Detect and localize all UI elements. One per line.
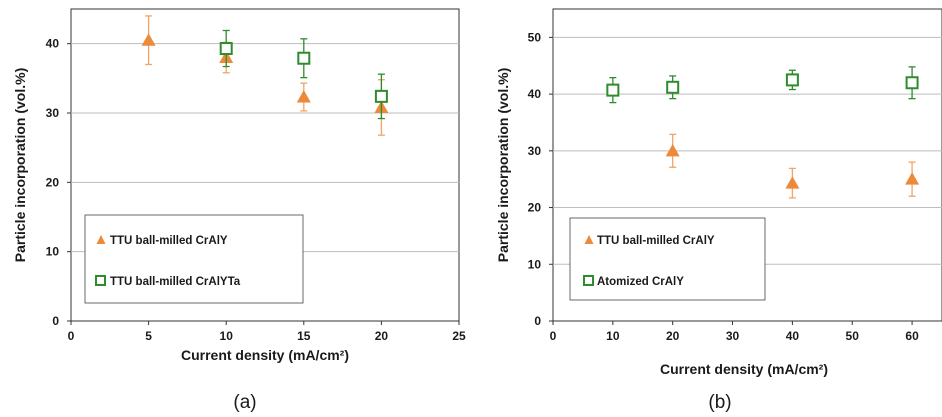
x-tick-label: 60 <box>905 329 919 343</box>
x-axis-title-a: Current density (mA/cm²) <box>181 347 349 363</box>
x-tick-label: 30 <box>726 329 740 343</box>
series-layer-b <box>606 66 920 199</box>
x-tick-label: 25 <box>452 329 466 343</box>
x-tick-label: 20 <box>666 329 680 343</box>
data-point-square <box>666 80 680 94</box>
x-axis-title-b: Current density (mA/cm²) <box>660 361 828 377</box>
legend-box-a <box>84 214 304 304</box>
legend-label-b-2: Atomized CrAlY <box>597 276 684 288</box>
x-tick-label: 0 <box>550 329 557 343</box>
data-point-triangle <box>141 33 156 46</box>
x-tick-label: 50 <box>846 329 860 343</box>
x-tick-label: 20 <box>375 329 389 343</box>
plot-frame-a <box>70 8 460 322</box>
legend-marker-square-b <box>583 275 594 286</box>
x-tick-label: 5 <box>145 329 152 343</box>
ticks-b: 0 10 20 30 40 50 0 10 20 30 40 50 60 <box>528 30 919 343</box>
y-tick-label: 40 <box>528 87 542 101</box>
chart-panel-a: 0 10 20 30 40 0 5 10 15 20 25 Current density (mA/… <box>12 8 466 413</box>
legend-a: TTU ball-milled CrAlY TTU ball-milled Cr… <box>84 214 304 304</box>
data-point-triangle <box>665 143 680 157</box>
data-point-triangle <box>296 90 311 103</box>
data-point-square <box>219 42 233 56</box>
legend-marker-square-a <box>95 275 106 286</box>
y-tick-label: 10 <box>46 245 60 259</box>
x-tick-label: 0 <box>68 329 75 343</box>
y-tick-label: 20 <box>46 175 60 189</box>
plot-frame-b <box>552 8 942 322</box>
panel-label-b: (b) <box>708 392 731 413</box>
chart-panel-b: 0 10 20 30 40 50 0 10 20 30 40 50 60 Current density… <box>495 8 942 413</box>
legend-label-a-1: TTU ball-milled CrAlY <box>110 235 228 247</box>
x-tick-label: 10 <box>220 329 234 343</box>
x-tick-label: 15 <box>297 329 311 343</box>
data-point-square <box>785 73 799 87</box>
x-tick-label: 10 <box>606 329 620 343</box>
legend-b: TTU ball-milled CrAlY Atomized CrAlY <box>569 217 766 301</box>
data-point-square <box>297 51 311 65</box>
legend-marker-triangle-b <box>584 235 594 244</box>
legend-box-b <box>569 217 766 301</box>
y-tick-label: 30 <box>528 144 542 158</box>
legend-marker-triangle-a <box>96 235 106 244</box>
y-tick-label: 20 <box>528 201 542 215</box>
data-point-square <box>905 76 919 90</box>
y-tick-label: 0 <box>52 314 59 328</box>
panel-label-a: (a) <box>233 392 256 413</box>
y-tick-label: 50 <box>528 30 542 44</box>
y-tick-label: 40 <box>46 37 60 51</box>
series-layer-a <box>141 15 389 136</box>
y-axis-title-b: Particle incorporation (vol.%) <box>495 68 511 262</box>
legend-label-b-1: TTU ball-milled CrAlY <box>597 235 715 247</box>
x-tick-label: 40 <box>786 329 800 343</box>
legend-label-a-2: TTU ball-milled CrAlYTa <box>110 276 241 288</box>
y-tick-label: 10 <box>528 257 542 271</box>
data-point-triangle <box>905 172 920 185</box>
ticks-a: 0 10 20 30 40 0 5 10 15 20 25 <box>46 37 466 343</box>
data-point-square <box>606 83 620 97</box>
data-point-square <box>374 89 388 103</box>
y-axis-title-a: Particle incorporation (vol.%) <box>12 68 28 262</box>
y-tick-label: 0 <box>534 314 541 328</box>
data-point-triangle <box>785 176 800 189</box>
y-tick-label: 30 <box>46 106 60 120</box>
